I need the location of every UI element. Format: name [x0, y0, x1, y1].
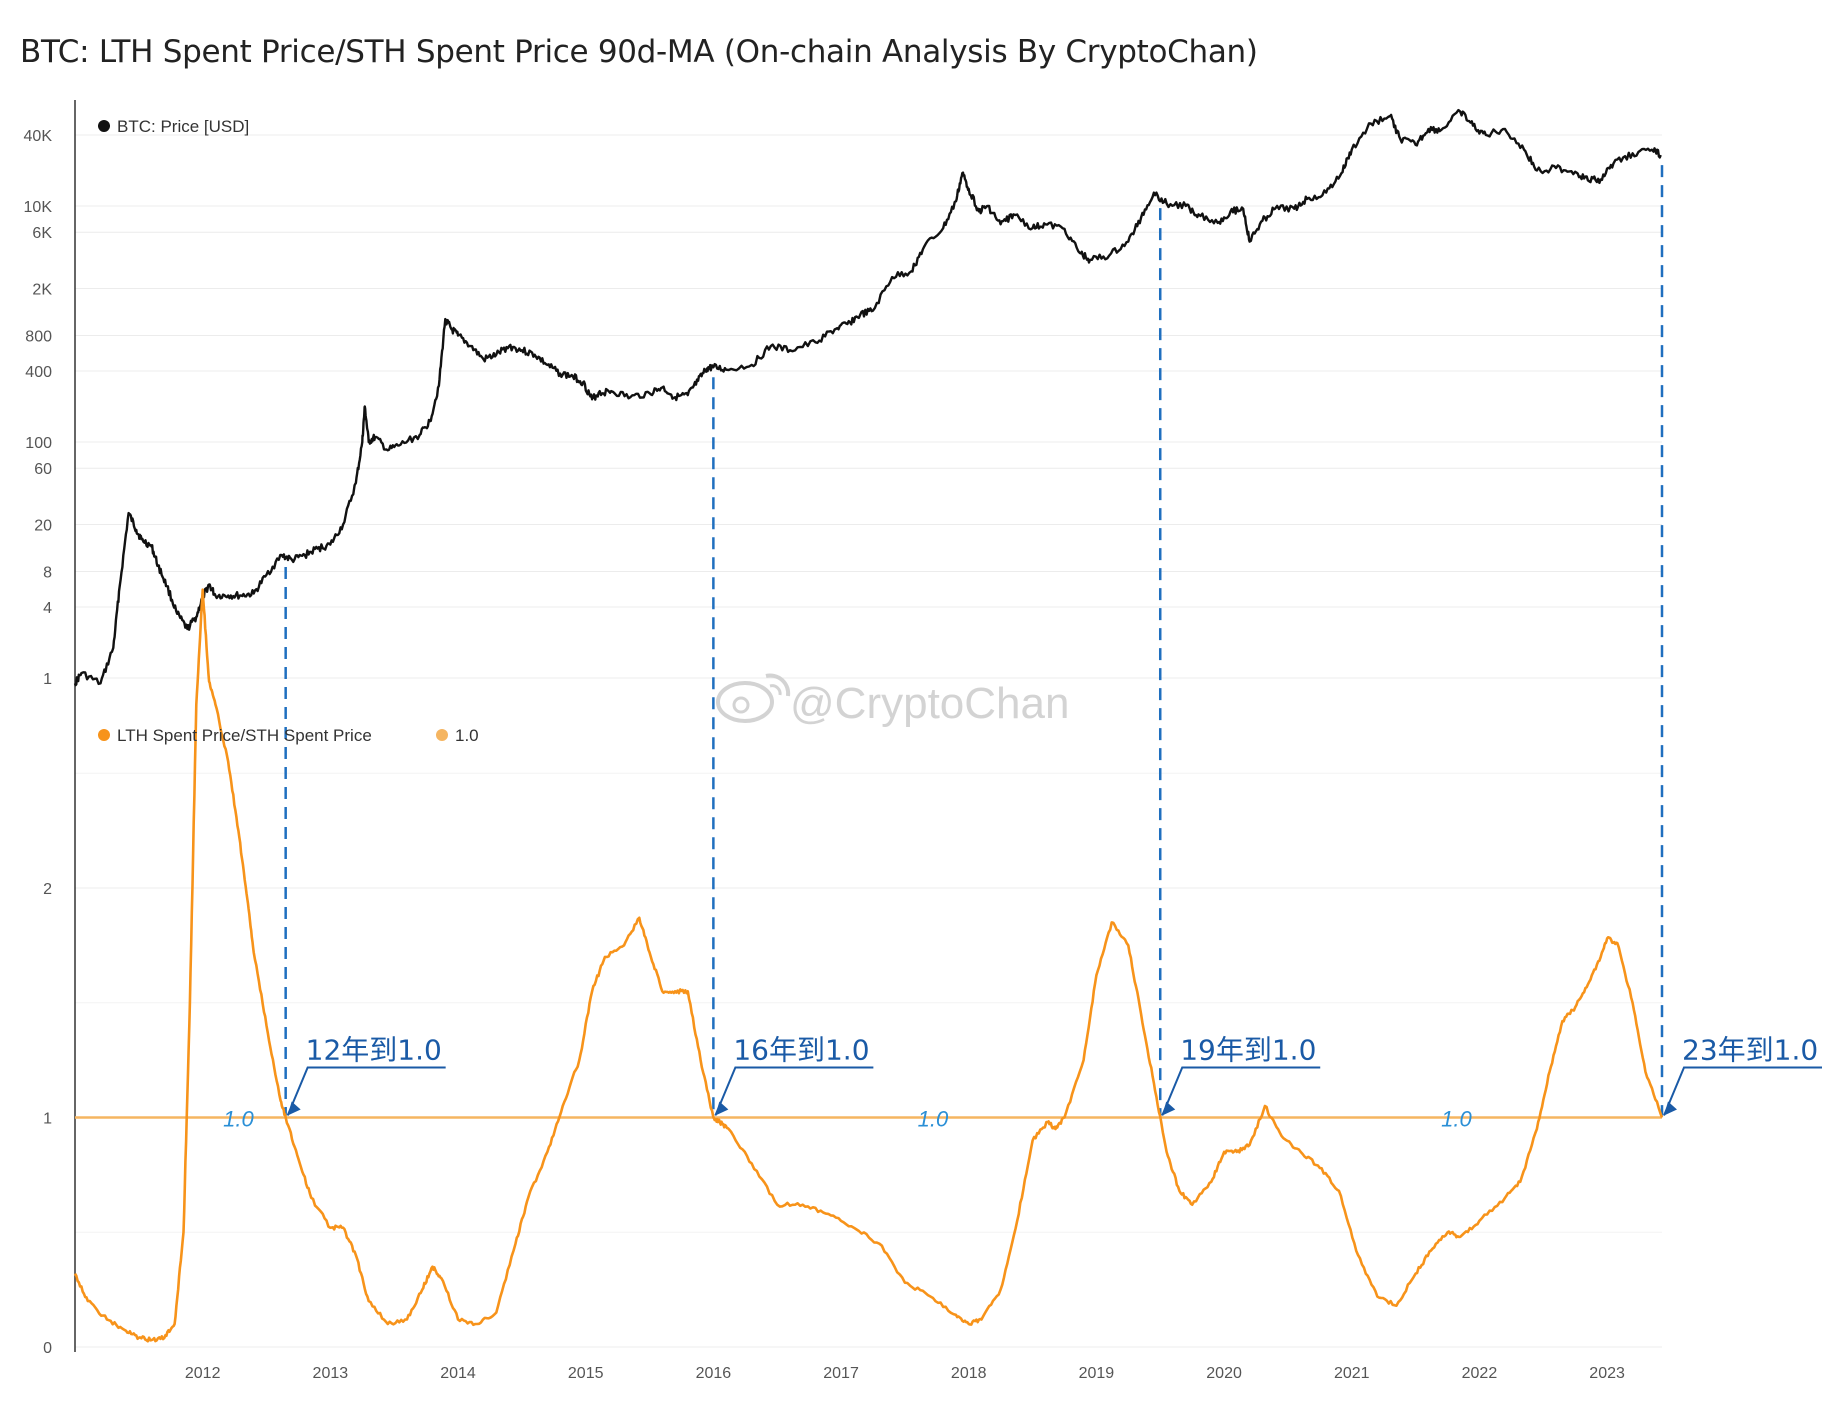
price-y-tick-label: 400 [25, 364, 52, 381]
price-y-tick-label: 40K [24, 128, 53, 145]
price-y-tick-label: 8 [43, 564, 52, 581]
watermark-text: @CryptoChan [790, 679, 1069, 728]
annotation-label: 19年到1.0 [1180, 1034, 1316, 1067]
ref-legend-marker [436, 729, 448, 741]
annotation-arrowhead [1162, 1101, 1176, 1116]
price-y-tick-label: 100 [25, 435, 52, 452]
price-y-tick-label: 2K [32, 282, 52, 299]
lth-sth-ratio-line [73, 588, 1664, 1343]
x-tick-label: 2023 [1589, 1365, 1625, 1382]
ref-legend-label: 1.0 [455, 726, 479, 745]
annotation-arrowhead [1664, 1101, 1677, 1116]
x-tick-label: 2013 [313, 1365, 349, 1382]
ratio-y-tick-label: 1 [43, 1111, 52, 1128]
annotation-leader [286, 1066, 446, 1116]
y-tick-labels: 1 4 8 20 60 100 400 800 2K 6K 10K 40K 0 1 2 [24, 128, 53, 1357]
x-tick-label: 2018 [951, 1365, 987, 1382]
annotation-label: 23年到1.0 [1682, 1034, 1818, 1067]
x-tick-label: 2015 [568, 1365, 604, 1382]
annotation-leader [714, 1066, 874, 1116]
price-y-tick-label: 800 [25, 328, 52, 345]
ratio-y-tick-label: 0 [43, 1340, 52, 1357]
annotation-label: 12年到1.0 [306, 1034, 442, 1067]
price-y-tick-label: 4 [43, 600, 52, 617]
series-layer [73, 108, 1664, 1343]
annotation-leader [1161, 1066, 1321, 1116]
price-legend-marker [98, 120, 110, 132]
annotation-label: 16年到1.0 [733, 1034, 869, 1067]
x-tick-label: 2012 [185, 1365, 221, 1382]
x-tick-label: 2022 [1462, 1365, 1498, 1382]
reference-line-label: 1.0 [223, 1107, 254, 1132]
reference-line-layer: 1.0 1.0 1.0 [75, 1107, 1662, 1132]
reference-line-label: 1.0 [1441, 1107, 1472, 1132]
ratio-y-tick-label: 2 [43, 881, 52, 898]
price-y-tick-label: 1 [43, 671, 52, 688]
reference-line-label: 1.0 [918, 1107, 949, 1132]
weibo-logo-icon [716, 673, 791, 723]
price-legend: BTC: Price [USD] [98, 117, 249, 136]
price-legend-label: BTC: Price [USD] [117, 117, 249, 136]
chart-title: BTC: LTH Spent Price/STH Spent Price 90d… [20, 34, 1258, 70]
price-y-tick-label: 20 [34, 517, 52, 534]
ratio-legend-marker [98, 729, 110, 741]
price-y-tick-label: 60 [34, 461, 52, 478]
annotation-leader [1663, 1066, 1822, 1116]
marker-lines-layer [284, 165, 1664, 1116]
ratio-legend: LTH Spent Price/STH Spent Price 1.0 [98, 726, 479, 745]
x-tick-label: 2016 [696, 1365, 732, 1382]
x-tick-label: 2021 [1334, 1365, 1370, 1382]
x-tick-label: 2019 [1079, 1365, 1115, 1382]
annotation-arrowhead [715, 1101, 729, 1116]
btc-price-line [73, 108, 1662, 687]
annotation-layer: 12年到1.0 16年到1.0 19年到1.0 23年到1.0 [286, 1034, 1822, 1116]
price-y-tick-label: 6K [32, 225, 52, 242]
x-tick-label: 2017 [823, 1365, 859, 1382]
x-tick-label: 2014 [440, 1365, 476, 1382]
annotation-arrowhead [287, 1101, 301, 1116]
ratio-legend-label: LTH Spent Price/STH Spent Price [117, 726, 372, 745]
watermark: @CryptoChan [716, 673, 1069, 728]
x-tick-labels: 2012 2013 2014 2015 2016 2017 2018 2019 2020 2021… [185, 1365, 1625, 1382]
x-tick-label: 2020 [1206, 1365, 1242, 1382]
price-y-tick-label: 10K [24, 199, 53, 216]
